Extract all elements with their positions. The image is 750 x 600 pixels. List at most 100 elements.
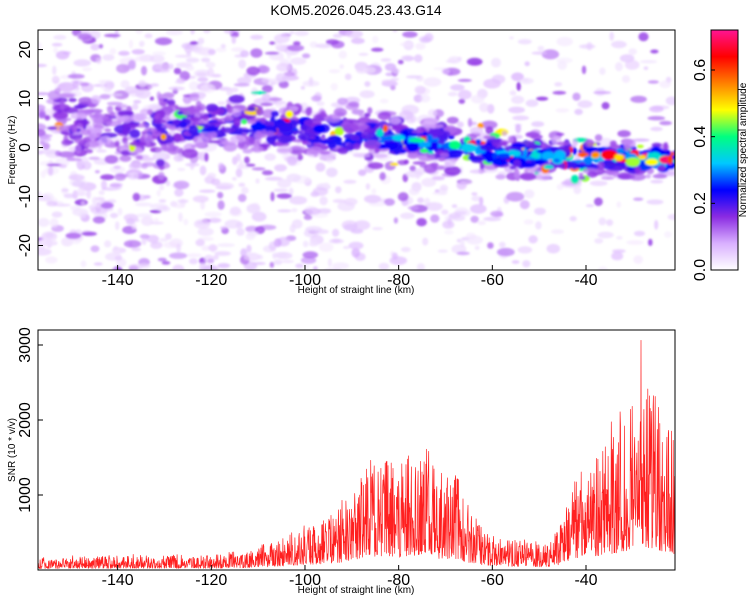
heatmap-cell	[260, 117, 267, 124]
heatmap-cell	[251, 167, 266, 171]
heatmap-cell	[516, 81, 521, 91]
heatmap-cell	[413, 94, 423, 103]
heatmap-cell	[511, 95, 525, 105]
heatmap-cell	[173, 180, 190, 190]
heatmap-cell	[535, 221, 542, 230]
heatmap-cell	[38, 63, 47, 68]
heatmap-cell	[219, 226, 227, 230]
heatmap-cell	[441, 68, 451, 75]
heatmap-cell	[45, 232, 54, 239]
heatmap-cell	[111, 267, 118, 270]
heatmap-cell	[332, 238, 341, 243]
heatmap-cell	[594, 197, 603, 206]
heatmap-cell	[479, 196, 484, 206]
heatmap-cell	[265, 131, 276, 137]
heatmap-cell	[197, 77, 209, 82]
snr-frame	[37, 329, 676, 571]
heatmap-cell	[61, 237, 74, 247]
heatmap-cell	[272, 253, 277, 260]
heatmap-cell	[577, 100, 593, 108]
heatmap-cell	[255, 178, 260, 184]
heatmap-cell	[38, 248, 52, 256]
heatmap-cell	[638, 155, 647, 160]
heatmap-cell	[209, 121, 227, 125]
heatmap-cell	[390, 77, 399, 81]
heatmap-cell	[633, 255, 644, 264]
heatmap-cell	[300, 85, 306, 90]
heatmap-cell	[47, 166, 54, 176]
heatmap-cell	[650, 179, 664, 184]
heatmap-cell	[231, 176, 237, 181]
heatmap-cell	[597, 231, 614, 239]
heatmap-cell	[258, 143, 271, 148]
heatmap-cell	[325, 39, 339, 45]
heatmap-cell	[40, 236, 57, 246]
heatmap-cell	[204, 211, 222, 218]
heatmap-cell	[528, 143, 540, 150]
heatmap-cell	[77, 187, 85, 197]
heatmap-cell	[132, 192, 141, 202]
heatmap-cell	[400, 42, 413, 47]
heatmap-cell	[628, 173, 646, 181]
heatmap-cell	[610, 140, 617, 147]
heatmap-cell	[154, 37, 173, 46]
heatmap-cell	[475, 139, 482, 145]
heatmap-cell	[217, 191, 224, 199]
heatmap-cell	[38, 191, 42, 197]
heatmap-cell	[290, 57, 307, 65]
heatmap-cell	[233, 83, 250, 87]
heatmap-cell	[498, 241, 506, 248]
heatmap-cell	[310, 135, 316, 140]
heatmap-cell	[342, 246, 350, 249]
heatmap-cell	[245, 163, 256, 167]
heatmap-cell	[235, 153, 241, 162]
heatmap-cell	[195, 100, 202, 108]
heatmap-cell	[531, 121, 545, 127]
heatmap-cell	[663, 142, 669, 151]
heatmap-cell	[157, 257, 167, 262]
heatmap-cell	[168, 63, 174, 70]
heatmap-cell	[444, 229, 454, 235]
heatmap-cell	[579, 44, 596, 49]
heatmap-cell	[397, 59, 404, 65]
heatmap-cell	[315, 162, 326, 172]
heatmap-cell	[377, 111, 391, 121]
heatmap-cell	[469, 126, 484, 135]
heatmap-cell	[648, 238, 653, 246]
heatmap-cell	[387, 129, 393, 135]
heatmap-cell	[117, 110, 134, 116]
heatmap-cell	[95, 197, 105, 201]
heatmap-cell	[244, 156, 250, 164]
snr-y-ticks: 1000 2000 3000	[17, 327, 43, 513]
heatmap-cell	[135, 88, 151, 99]
heatmap-cell	[422, 237, 429, 246]
heatmap-cell	[335, 186, 342, 194]
heatmap-cell	[158, 199, 167, 203]
heatmap-cell	[214, 251, 231, 256]
heatmap-cell	[414, 85, 426, 95]
heatmap-cell	[218, 162, 225, 170]
heatmap-cell	[95, 170, 100, 174]
heatmap-cell	[664, 231, 672, 238]
heatmap-cell	[252, 261, 266, 266]
heatmap-cell	[93, 262, 103, 266]
x-tick-label: -40	[574, 572, 597, 589]
heatmap-cell	[177, 167, 186, 172]
heatmap-cell	[332, 33, 343, 38]
x-tick-label: -120	[195, 272, 227, 289]
spectrogram-y-ticks: -20 -10 0 10 20	[17, 41, 43, 257]
heatmap-cell	[536, 96, 549, 101]
heatmap-cell	[111, 247, 127, 254]
heatmap-cell	[598, 266, 608, 270]
heatmap-cell	[602, 173, 608, 179]
heatmap-cell	[173, 67, 182, 75]
heatmap-cell	[165, 30, 183, 36]
heatmap-cell	[519, 200, 530, 210]
heatmap-cell	[589, 180, 608, 186]
y-tick-label: 3000	[17, 327, 34, 363]
heatmap-cell	[444, 158, 456, 168]
heatmap-cell	[109, 48, 117, 55]
heatmap-cell	[389, 116, 401, 125]
heatmap-cell	[352, 153, 371, 158]
heatmap-cell	[82, 118, 88, 126]
